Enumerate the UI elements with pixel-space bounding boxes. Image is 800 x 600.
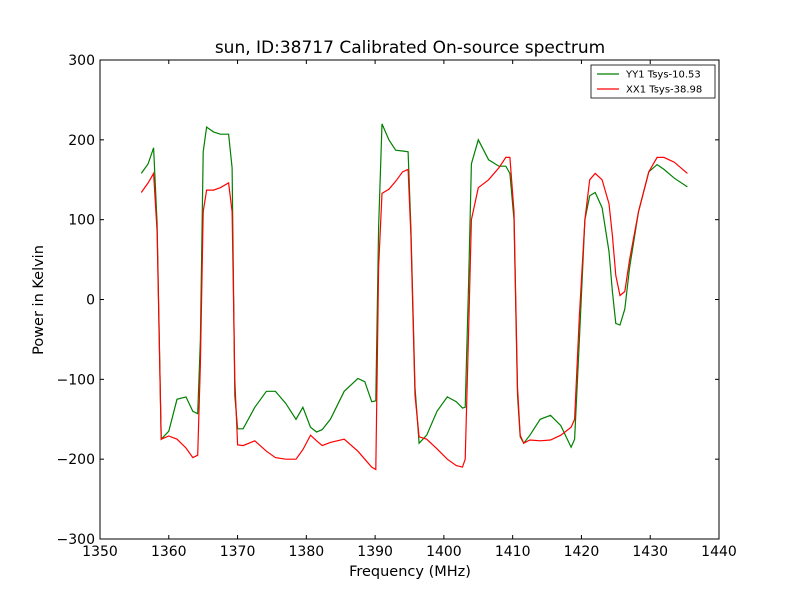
y-tick-label: 200 xyxy=(68,133,95,149)
x-tick-label: 1430 xyxy=(632,544,668,560)
x-tick-label: 1390 xyxy=(357,544,393,560)
y-tick-label: 300 xyxy=(68,53,95,69)
y-tick-label: −100 xyxy=(57,372,95,388)
legend-box xyxy=(590,64,716,99)
series-line-1 xyxy=(140,156,688,471)
x-tick-label: 1400 xyxy=(426,544,462,560)
y-tick-label: −200 xyxy=(57,452,95,468)
x-axis-label: Frequency (MHz) xyxy=(349,564,471,580)
x-tick-label: 1370 xyxy=(220,544,256,560)
legend: YY1 Tsys-10.53 XX1 Tsys-38.98 xyxy=(590,64,716,99)
x-tick-label: 1410 xyxy=(495,544,531,560)
plot-area: 1350 1360 1370 1380 1390 1400 1410 1420 1430 1440… xyxy=(57,53,737,560)
x-tick-label: 1380 xyxy=(289,544,325,560)
y-tick-label: 100 xyxy=(68,213,95,229)
y-axis-label: Power in Kelvin xyxy=(31,245,47,355)
legend-label-1: XX1 Tsys-38.98 xyxy=(626,85,702,96)
y-tick-label: −300 xyxy=(57,532,95,548)
chart-title: sun, ID:38717 Calibrated On-source spect… xyxy=(215,38,605,58)
legend-label-0: YY1 Tsys-10.53 xyxy=(625,70,701,81)
y-tick-label: 0 xyxy=(86,293,95,309)
x-tick-label: 1420 xyxy=(564,544,600,560)
x-tick-label: 1440 xyxy=(701,544,737,560)
x-tick-label: 1360 xyxy=(151,544,187,560)
x-tick-label: 1350 xyxy=(82,544,118,560)
